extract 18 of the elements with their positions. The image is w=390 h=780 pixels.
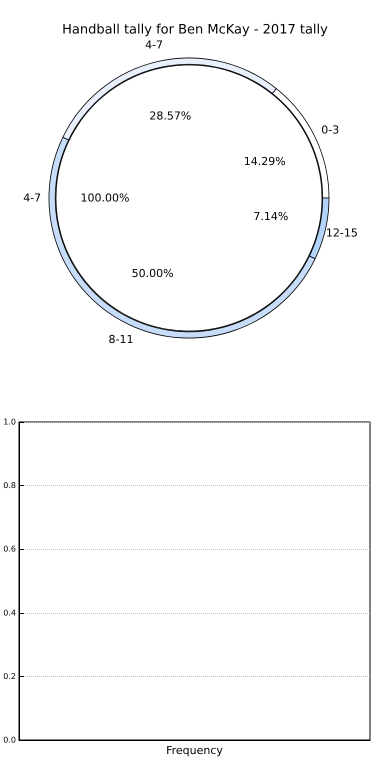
data-label: 7.14%	[253, 210, 288, 224]
y-tick-label: 0.2	[3, 672, 16, 681]
data-label: 14.29%	[244, 155, 286, 168]
chart-title: Handball tally for Ben McKay - 2017 tally	[62, 22, 328, 38]
y-tick-label: 0.8	[3, 481, 16, 490]
slice-label: 4-7	[145, 38, 164, 52]
slice-label: 8-11	[108, 332, 134, 346]
slice-label: 4-7	[23, 192, 42, 204]
slice-label: 12-15	[326, 226, 358, 240]
data-label: 50.00%	[132, 267, 174, 280]
y-tick-label: 0.0	[3, 736, 16, 744]
y-tick-label: 0.4	[3, 608, 16, 618]
x-tick-label: Frequency	[166, 744, 224, 757]
y-tick-label: 1.0	[3, 418, 16, 426]
slice-label: 0-3	[321, 123, 340, 136]
data-label: 100.00%	[80, 192, 130, 204]
y-tick-label: 0.6	[3, 544, 16, 554]
data-label: 28.57%	[149, 110, 192, 123]
